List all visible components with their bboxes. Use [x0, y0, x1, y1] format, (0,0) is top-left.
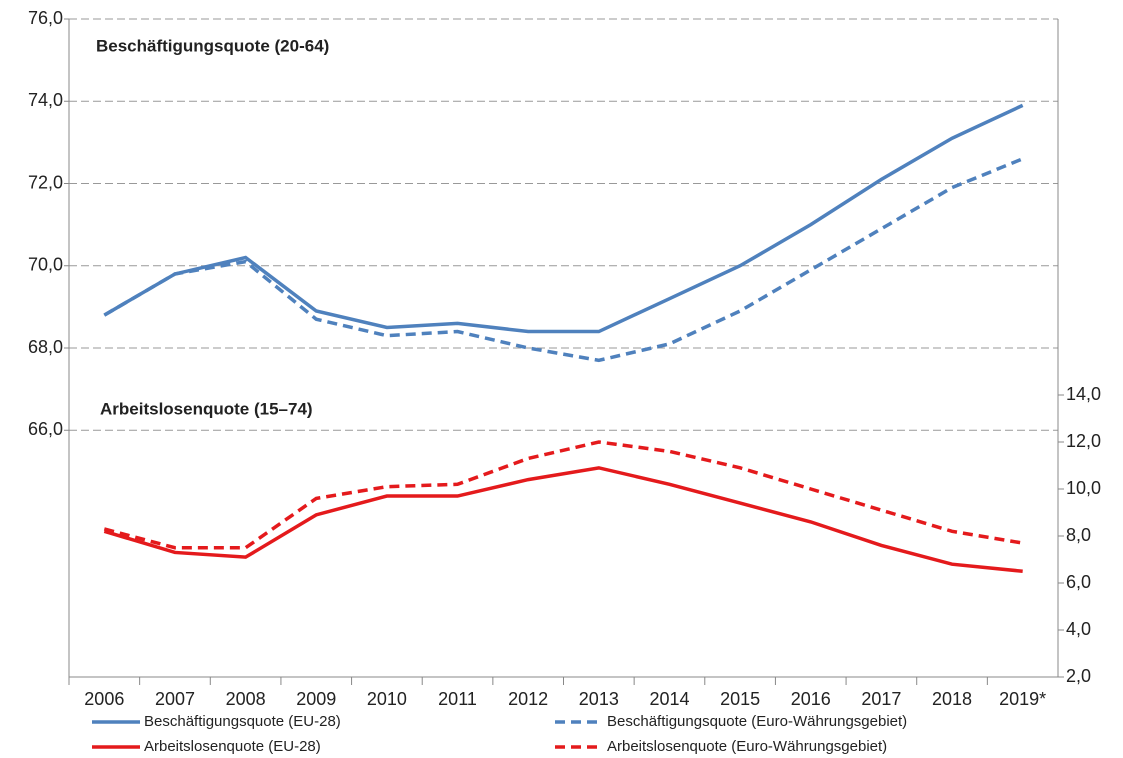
y2-tick-label: 2,0 [1066, 666, 1091, 686]
x-tick-label: 2009 [296, 689, 336, 709]
legend-label: Arbeitslosenquote (EU-28) [144, 738, 321, 755]
y-tick-label: 66,0 [28, 419, 63, 439]
x-tick-label: 2013 [579, 689, 619, 709]
x-tick-label: 2011 [438, 689, 477, 709]
series-line [103, 440, 1023, 550]
series-line [103, 466, 1023, 573]
annotation: Beschäftigungsquote (20-64) [96, 36, 329, 55]
x-tick-label: 2016 [791, 689, 831, 709]
y2-tick-label: 12,0 [1066, 431, 1101, 451]
series-line [103, 103, 1024, 334]
x-tick-label: 2008 [226, 689, 266, 709]
y2-tick-label: 8,0 [1066, 525, 1091, 545]
x-tick-label: 2007 [155, 689, 195, 709]
annotation: Arbeitslosenquote (15–74) [100, 399, 313, 418]
y2-tick-label: 14,0 [1066, 384, 1101, 404]
y2-tick-label: 6,0 [1066, 572, 1091, 592]
y-tick-label: 68,0 [28, 337, 63, 357]
legend-label: Beschäftigungsquote (Euro-Währungsgebiet… [607, 713, 907, 730]
x-tick-label: 2010 [367, 689, 407, 709]
x-tick-label: 2018 [932, 689, 972, 709]
y-tick-label: 72,0 [28, 172, 63, 192]
y2-tick-label: 10,0 [1066, 478, 1101, 498]
legend-label: Beschäftigungsquote (EU-28) [144, 713, 341, 730]
x-tick-label: 2012 [508, 689, 548, 709]
legend-label: Arbeitslosenquote (Euro-Währungsgebiet) [607, 738, 887, 755]
y-tick-label: 74,0 [28, 90, 63, 110]
y2-tick-label: 4,0 [1066, 619, 1091, 639]
y-tick-label: 76,0 [28, 8, 63, 28]
x-tick-label: 2015 [720, 689, 760, 709]
x-tick-label: 2017 [861, 689, 901, 709]
x-tick-label: 2019* [999, 689, 1046, 709]
y-tick-label: 70,0 [28, 255, 63, 275]
x-tick-label: 2014 [649, 689, 689, 709]
x-tick-label: 2006 [84, 689, 124, 709]
series-line [103, 157, 1024, 363]
